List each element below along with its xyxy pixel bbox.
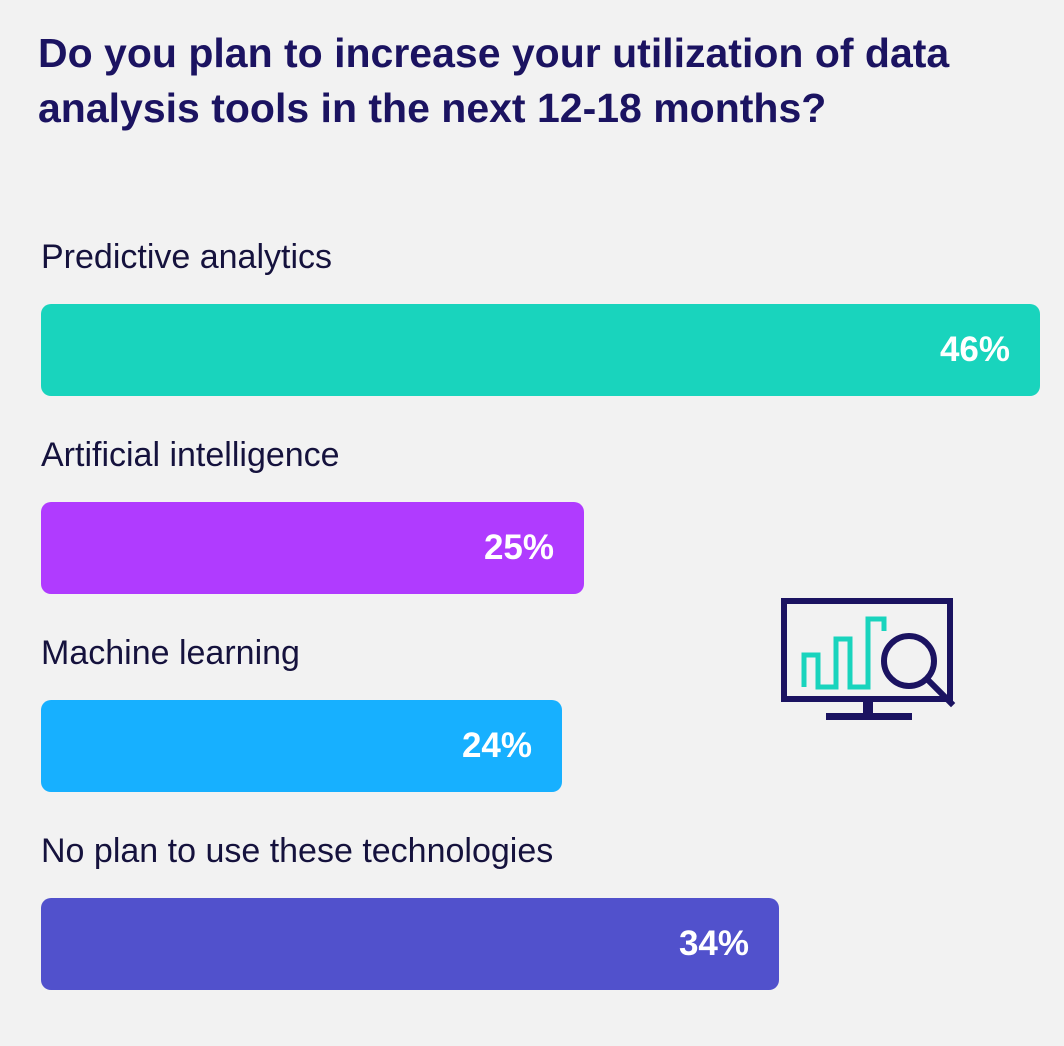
category-label: Artificial intelligence <box>41 436 340 474</box>
category-label: No plan to use these technologies <box>41 832 554 870</box>
monitor-analytics-magnifier-icon <box>781 598 956 720</box>
bar-value-label: 24% <box>461 726 532 765</box>
chart-title: Do you plan to increase your utilization… <box>38 30 950 131</box>
bar: 24% <box>41 700 562 792</box>
bar-value-label: 25% <box>483 528 554 567</box>
bar: 34% <box>41 898 779 990</box>
bar: 25% <box>41 502 584 594</box>
category-label: Predictive analytics <box>41 238 333 276</box>
bar-value-label: 34% <box>678 924 749 963</box>
category-label: Machine learning <box>41 634 300 672</box>
bar: 46% <box>41 304 1040 396</box>
bar-value-label: 46% <box>939 330 1010 369</box>
